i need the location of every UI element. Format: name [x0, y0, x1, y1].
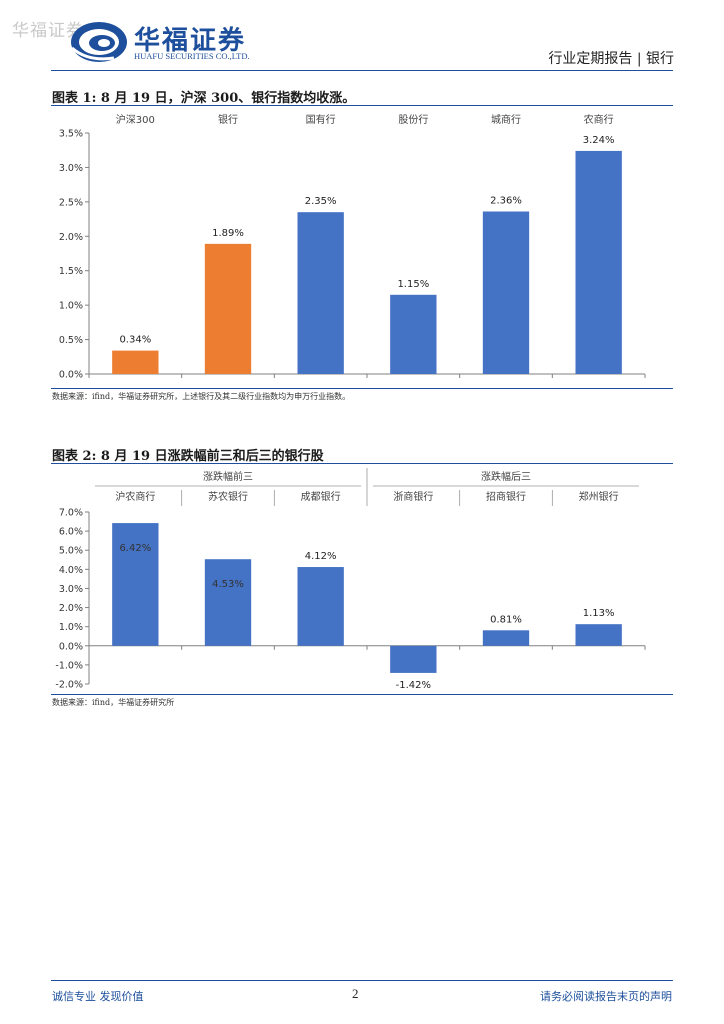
footer-divider [51, 980, 673, 981]
y-tick-label: -2.0% [55, 680, 83, 691]
figure1-bottom-rule [51, 388, 673, 389]
data-label: 6.42% [119, 543, 151, 554]
logo-swirl-icon [71, 22, 127, 62]
category-label: 沪农商行 [115, 490, 155, 503]
bar [390, 645, 437, 673]
page-number: 2 [352, 986, 359, 1001]
y-tick-label: 3.0% [59, 163, 83, 174]
data-label: -1.42% [396, 680, 431, 691]
y-tick-label: 0.5% [59, 335, 83, 346]
data-label: 2.36% [490, 195, 522, 206]
bar [112, 523, 159, 646]
figure2-source: 数据来源：ifind，华福证券研究所 [52, 698, 175, 707]
data-label: 4.53% [212, 579, 244, 590]
footer-slogan: 诚信专业 发现价值 [52, 990, 144, 1003]
category-label: 成都银行 [301, 490, 341, 503]
category-label: 国有行 [306, 113, 336, 126]
figure1-title: 图表 1: 8 月 19 日，沪深 300、银行指数均收涨。 [52, 91, 356, 106]
data-label: 4.12% [305, 551, 337, 562]
data-label: 2.35% [305, 196, 337, 207]
report-type: 行业定期报告 | 银行 [548, 51, 674, 67]
category-label: 郑州银行 [579, 490, 619, 503]
figure2-bottom-rule [51, 694, 673, 695]
y-tick-label: 1.5% [59, 266, 83, 277]
category-label: 城商行 [491, 113, 521, 126]
y-tick-label: 0.0% [59, 641, 83, 652]
header-divider [51, 70, 673, 71]
bar [575, 150, 622, 374]
group-header-label: 涨跌幅后三 [481, 470, 531, 483]
y-tick-label: 1.0% [59, 622, 83, 633]
data-label: 0.34% [119, 335, 151, 346]
y-tick-label: 0.0% [59, 370, 83, 381]
category-label: 苏农银行 [208, 490, 248, 503]
y-tick-label: 3.0% [59, 584, 83, 595]
data-label: 1.89% [212, 228, 244, 239]
category-label: 银行 [218, 113, 238, 126]
footer-disclaimer: 请务必阅读报告末页的声明 [540, 990, 672, 1003]
figure2-top-rule [51, 463, 673, 464]
data-label: 1.15% [397, 279, 429, 290]
data-label: 1.13% [583, 608, 615, 619]
y-tick-label: 6.0% [59, 527, 83, 538]
bar [297, 212, 344, 374]
figure2-bar-chart: -2.0% -1.0% 0.0% 1.0% 2.0% 3.0% 4.0% 5.0% 6.0% 7.… [55, 468, 646, 691]
y-tick-label: 2.5% [59, 197, 83, 208]
y-tick-label: 1.0% [59, 301, 83, 312]
y-tick-label: 2.0% [59, 603, 83, 614]
y-tick-label: -1.0% [55, 660, 83, 671]
category-label: 招商银行 [486, 490, 526, 503]
bar [112, 350, 159, 374]
bar [204, 243, 252, 374]
category-label: 股份行 [398, 113, 428, 126]
bar [390, 294, 437, 374]
data-label: 3.24% [583, 135, 615, 146]
watermark-text: 华福证券 [12, 21, 84, 41]
category-label: 农商行 [584, 113, 614, 126]
bar [482, 630, 530, 646]
bar [297, 567, 344, 646]
y-tick-label: 4.0% [59, 565, 83, 576]
logo-english-name: HUAFU SECURITIES CO.,LTD. [134, 51, 250, 61]
bar [204, 559, 252, 646]
group-header-label: 涨跌幅前三 [203, 470, 253, 483]
category-label: 浙商银行 [393, 490, 433, 503]
y-tick-label: 5.0% [59, 546, 83, 557]
bar [482, 211, 530, 374]
bar [575, 624, 622, 646]
logo-chinese-name: 华福证券 [134, 26, 247, 56]
y-tick-label: 7.0% [59, 508, 83, 519]
company-logo: 华福证券 HUAFU SECURITIES CO.,LTD. [68, 18, 268, 66]
y-tick-label: 2.0% [59, 232, 83, 243]
figure1-bar-chart: 0.0% 0.5% 1.0% 1.5% 2.0% 2.5% 3.0% 3.5% 沪深300 0.3… [59, 113, 646, 381]
category-label: 沪深300 [116, 113, 155, 126]
figure1-source: 数据来源：ifind，华福证券研究所，上述银行及其二级行业指数均为申万行业指数。 [52, 392, 351, 401]
figure2-title: 图表 2: 8 月 19 日涨跌幅前三和后三的银行股 [52, 449, 324, 464]
data-label: 0.81% [490, 614, 522, 625]
y-tick-label: 3.5% [59, 129, 83, 140]
figure1-top-rule [51, 105, 673, 106]
